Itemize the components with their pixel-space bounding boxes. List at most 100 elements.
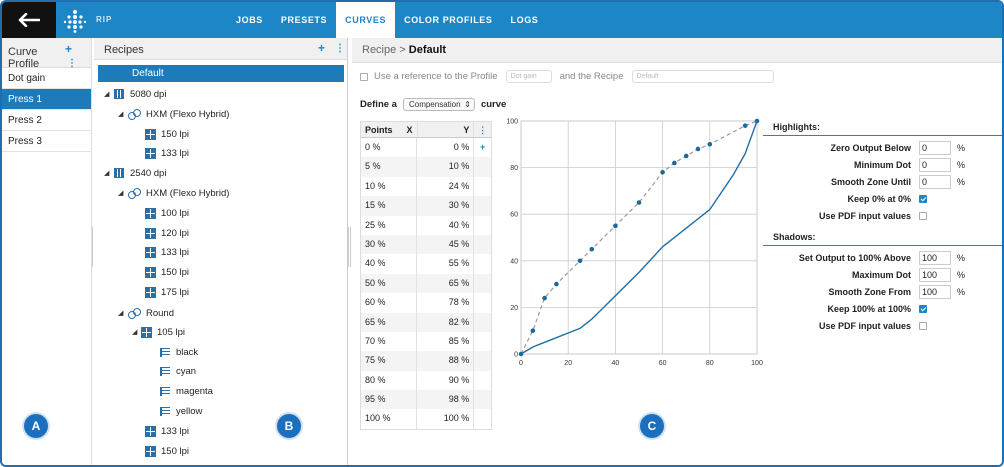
- smooth-from-input[interactable]: 100: [919, 284, 951, 299]
- tree-item-hxm-2540[interactable]: ◢ HXM (Flexo Hybrid): [118, 185, 229, 201]
- profile-more-icon[interactable]: ⋮: [67, 58, 77, 69]
- point-y-cell[interactable]: 85 %: [416, 331, 473, 352]
- points-table-row[interactable]: 60 % 78 %: [361, 293, 491, 313]
- tree-item-2540-dpi[interactable]: ◢ 2540 dpi: [104, 165, 166, 181]
- control-point[interactable]: [672, 160, 677, 166]
- tree-item-lpi[interactable]: 120 lpi: [145, 225, 189, 241]
- tree-item-lpi[interactable]: 150 lpi: [145, 126, 189, 142]
- control-point[interactable]: [577, 258, 583, 264]
- point-x-cell[interactable]: 75 %: [365, 355, 386, 366]
- point-x-cell[interactable]: 15 %: [365, 200, 386, 211]
- point-x-cell[interactable]: 5 %: [365, 161, 381, 172]
- points-table-row[interactable]: 25 % 40 %: [361, 215, 491, 235]
- tree-item-hxm-5080[interactable]: ◢ HXM (Flexo Hybrid): [118, 106, 229, 122]
- add-profile-icon[interactable]: +: [65, 42, 73, 56]
- tree-item-round[interactable]: ◢ Round: [118, 305, 174, 321]
- point-y-cell[interactable]: 24 %: [416, 176, 473, 197]
- profile-item-press-1[interactable]: Press 1: [2, 89, 91, 110]
- use-reference-checkbox[interactable]: [360, 72, 368, 81]
- tree-item-default[interactable]: Default: [98, 65, 344, 82]
- add-recipe-icon[interactable]: +: [318, 41, 326, 55]
- maximum-dot-input[interactable]: 100: [919, 267, 951, 282]
- control-point[interactable]: [589, 246, 595, 252]
- point-x-cell[interactable]: 25 %: [365, 219, 386, 230]
- points-table-row[interactable]: 30 % 45 %: [361, 234, 491, 255]
- points-table-row[interactable]: 95 % 98 %: [361, 390, 491, 410]
- tree-item-lpi[interactable]: 133 lpi: [145, 423, 189, 439]
- point-x-cell[interactable]: 0 %: [365, 142, 381, 152]
- point-y-cell[interactable]: 100 %: [416, 409, 473, 429]
- points-table-row[interactable]: 65 % 82 %: [361, 312, 491, 332]
- control-point[interactable]: [530, 328, 536, 333]
- tree-item-lpi[interactable]: 150 lpi: [145, 264, 189, 280]
- curve-chart[interactable]: 0 20 40 60 80 100 0 20 40 60 80 100: [507, 115, 767, 375]
- splitter-handle-b[interactable]: [348, 227, 351, 267]
- smooth-until-input[interactable]: 0: [919, 174, 951, 189]
- keep-100-checkbox[interactable]: [919, 304, 927, 313]
- point-y-cell[interactable]: 65 %: [416, 273, 473, 294]
- tree-item-color[interactable]: yellow: [160, 403, 202, 419]
- point-y-cell[interactable]: 10 %: [416, 157, 473, 177]
- control-point[interactable]: [660, 169, 665, 175]
- collapse-triangle-icon[interactable]: ◢: [118, 111, 124, 118]
- point-x-cell[interactable]: 70 %: [365, 335, 386, 346]
- tree-item-lpi[interactable]: 133 lpi: [145, 145, 189, 161]
- point-y-cell[interactable]: 88 %: [416, 351, 473, 371]
- zero-output-input[interactable]: 0: [919, 140, 951, 155]
- control-point[interactable]: [636, 200, 642, 205]
- profile-item-dot-gain[interactable]: Dot gain: [2, 68, 91, 89]
- points-table-row[interactable]: 50 % 65 %: [361, 273, 491, 294]
- back-button[interactable]: [2, 2, 56, 38]
- table-more-icon[interactable]: ⋮: [473, 122, 491, 137]
- control-point[interactable]: [707, 142, 713, 147]
- control-point[interactable]: [742, 123, 748, 128]
- collapse-triangle-icon[interactable]: ◢: [104, 91, 110, 98]
- point-x-cell[interactable]: 50 %: [365, 277, 386, 288]
- highlights-pdf-checkbox[interactable]: [919, 211, 927, 220]
- point-x-cell[interactable]: 60 %: [365, 297, 386, 308]
- tree-item-lpi[interactable]: 150 lpi: [145, 443, 189, 459]
- profile-item-press-2[interactable]: Press 2: [2, 110, 91, 131]
- point-y-cell[interactable]: 78 %: [416, 293, 473, 313]
- control-point[interactable]: [554, 281, 559, 287]
- point-y-cell[interactable]: 98 %: [416, 390, 473, 410]
- nav-logs[interactable]: LOGS: [510, 15, 539, 25]
- nav-presets[interactable]: PRESETS: [280, 15, 328, 25]
- recipe-more-icon[interactable]: ⋮: [335, 43, 345, 54]
- point-x-cell[interactable]: 10 %: [365, 180, 386, 191]
- collapse-triangle-icon[interactable]: ◢: [104, 170, 110, 177]
- point-x-cell[interactable]: 65 %: [365, 316, 386, 327]
- point-x-cell[interactable]: 95 %: [365, 394, 386, 405]
- control-point[interactable]: [695, 146, 701, 152]
- tree-item-5080-dpi[interactable]: ◢ 5080 dpi: [104, 86, 166, 102]
- point-y-cell[interactable]: 90 %: [416, 370, 473, 391]
- tree-item-lpi[interactable]: 100 lpi: [145, 205, 189, 221]
- points-table-row[interactable]: 5 % 10 %: [361, 157, 491, 177]
- tree-item-lpi[interactable]: 175 lpi: [145, 284, 189, 300]
- point-x-cell[interactable]: 100 %: [365, 413, 391, 424]
- point-x-cell[interactable]: 40 %: [365, 258, 386, 269]
- collapse-triangle-icon[interactable]: ◢: [118, 190, 124, 197]
- points-table-row[interactable]: 15 % 30 %: [361, 196, 491, 216]
- collapse-triangle-icon[interactable]: ◢: [132, 329, 138, 336]
- profile-item-press-3[interactable]: Press 3: [2, 131, 91, 152]
- point-y-cell[interactable]: 55 %: [416, 254, 473, 274]
- tree-item-lpi[interactable]: 133 lpi: [145, 244, 189, 260]
- keep-0-checkbox[interactable]: [919, 194, 927, 203]
- points-table-row[interactable]: 70 % 85 %: [361, 331, 491, 352]
- nav-jobs[interactable]: JOBS: [236, 15, 263, 25]
- shadows-pdf-checkbox[interactable]: [919, 321, 927, 330]
- point-y-cell[interactable]: 40 %: [416, 215, 473, 235]
- point-x-cell[interactable]: 30 %: [365, 238, 386, 249]
- curve-type-select[interactable]: Compensation: [402, 98, 475, 111]
- minimum-dot-input[interactable]: 0: [919, 157, 951, 172]
- reference-profile-select[interactable]: Dot gain: [505, 70, 552, 83]
- point-y-cell[interactable]: 82 %: [416, 312, 473, 332]
- tree-item-round-105[interactable]: ◢ 105 lpi: [132, 324, 185, 340]
- points-table-row[interactable]: 0 % 0 % +: [361, 138, 491, 158]
- points-table-row[interactable]: 100 % 100 %: [361, 409, 491, 429]
- nav-color-profiles[interactable]: COLOR PROFILES: [404, 15, 493, 25]
- nav-curves[interactable]: CURVES: [336, 2, 396, 38]
- point-y-cell[interactable]: 30 %: [416, 196, 473, 216]
- control-point[interactable]: [542, 295, 547, 301]
